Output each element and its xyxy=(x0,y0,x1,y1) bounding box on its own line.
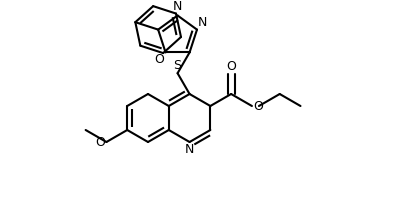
Text: O: O xyxy=(226,60,236,73)
Text: O: O xyxy=(253,99,263,112)
Text: N: N xyxy=(173,0,182,14)
Text: N: N xyxy=(185,143,194,156)
Text: N: N xyxy=(198,16,207,29)
Text: O: O xyxy=(155,53,164,66)
Text: S: S xyxy=(174,59,181,72)
Text: O: O xyxy=(96,136,105,149)
